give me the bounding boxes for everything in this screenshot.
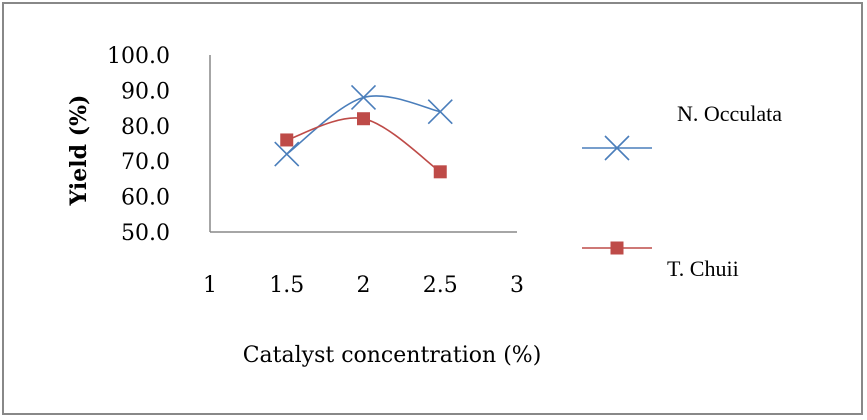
data-point-t-chuii <box>357 112 370 126</box>
y-axis-title: Yield (%) <box>66 95 92 207</box>
y-tick-label: 90.0 <box>121 79 170 104</box>
x-tick-label: 2.5 <box>423 273 458 298</box>
chart-frame <box>2 2 863 415</box>
y-tick-label: 100.0 <box>107 44 170 69</box>
y-tick-label: 50.0 <box>121 221 170 246</box>
tick-labels: 1 1.5 2 2.5 3 50.0 60.0 70.0 80.0 90.0 100.0 <box>107 44 524 298</box>
data-point-n-occulata <box>427 99 453 125</box>
series-t-chuii <box>280 112 447 179</box>
series-layer <box>274 84 453 179</box>
series-n-occulata <box>274 84 453 167</box>
x-tick-label: 3 <box>510 273 524 298</box>
data-point-t-chuii <box>433 165 447 179</box>
y-tick-label: 80.0 <box>121 115 170 140</box>
data-point-t-chuii <box>280 133 294 147</box>
data-point-n-occulata <box>274 141 300 167</box>
legend-marker-n-occulata <box>604 135 630 161</box>
legend-item-n-occulata: N. Occulata <box>582 101 782 161</box>
legend-label-n-occulata: N. Occulata <box>677 101 782 126</box>
y-tick-label: 70.0 <box>121 150 170 175</box>
data-point-n-occulata <box>350 84 377 111</box>
y-tick-label: 60.0 <box>121 186 170 211</box>
legend-label-t-chuii: T. Chuii <box>667 256 739 281</box>
x-axis-title: Catalyst concentration (%) <box>243 343 542 368</box>
x-tick-label: 2 <box>357 273 371 298</box>
x-tick-label: 1.5 <box>269 273 304 298</box>
x-tick-label: 1 <box>203 273 217 298</box>
legend: N. Occulata T. Chuii <box>582 101 782 281</box>
axes <box>209 55 517 233</box>
legend-marker-t-chuii <box>610 241 624 255</box>
legend-item-t-chuii: T. Chuii <box>582 241 739 281</box>
series-line-t-chuii <box>286 117 441 173</box>
